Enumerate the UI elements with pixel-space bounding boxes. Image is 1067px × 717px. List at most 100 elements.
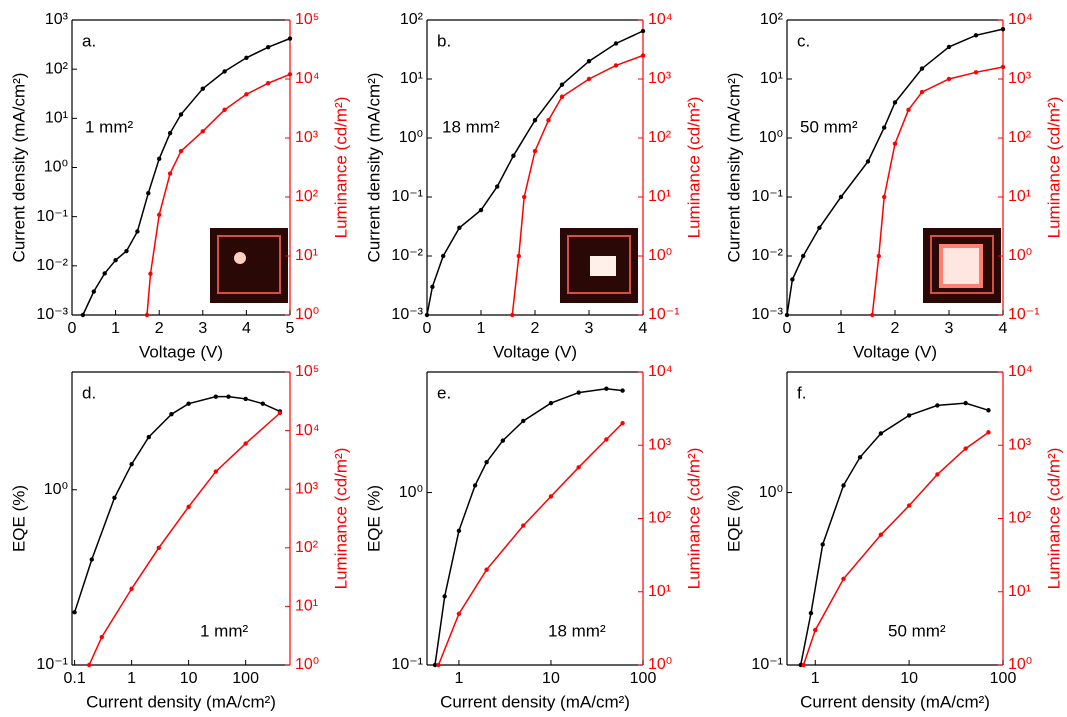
data-point <box>790 277 795 282</box>
y-tick-label: 10⁰ <box>759 484 783 501</box>
data-point <box>604 386 609 391</box>
y2-tick-label: 10³ <box>648 436 672 453</box>
y2-tick-label: 10¹ <box>295 247 318 264</box>
data-point <box>510 312 515 318</box>
y2-tick-label: 10⁴ <box>295 422 320 439</box>
y2-tick-label: 10¹ <box>648 188 671 205</box>
data-point <box>801 253 806 259</box>
data-point <box>167 171 173 176</box>
y-tick-label: 10³ <box>45 11 69 28</box>
data-point <box>604 437 609 442</box>
x-tick-label: 3 <box>945 320 954 337</box>
inset-frame <box>567 235 631 294</box>
data-point <box>1000 64 1006 70</box>
y-tick-label: 10¹ <box>45 110 68 127</box>
y2-axis-title: Luminance (cd/m²) <box>1044 448 1063 590</box>
annotation: 18 mm² <box>442 117 500 136</box>
panel-label: b. <box>437 31 451 50</box>
data-point <box>892 141 898 146</box>
data-point <box>456 611 462 617</box>
x-tick-label: 10 <box>180 670 198 687</box>
y2-tick-label: 10³ <box>295 129 319 146</box>
y-tick-label: 10¹ <box>760 70 783 87</box>
data-point <box>586 59 592 64</box>
inset-spot <box>590 256 616 276</box>
data-point <box>620 388 625 393</box>
annotation: 1 mm² <box>85 117 134 136</box>
y2-tick-label: 10² <box>1008 510 1032 527</box>
y-tick-label: 10⁰ <box>399 484 423 501</box>
data-point <box>841 576 846 582</box>
x-tick-label: 10 <box>900 670 918 687</box>
data-point <box>146 191 151 196</box>
data-line <box>799 402 989 666</box>
data-point <box>102 271 107 276</box>
panel: 0 1 2 3 4 10⁻³ 10⁻² 10⁻¹ 10⁰ 10¹ 10² 10⁻¹ 10⁰ 10¹ 10² 1… <box>724 11 1063 361</box>
data-point <box>129 461 134 467</box>
data-point <box>892 100 898 105</box>
data-point <box>973 70 979 75</box>
panel: 1 10 100 10⁻¹ 10⁰ 10⁰ 10¹ 10² 10³ 10⁴ Current dens… <box>364 363 703 711</box>
y2-tick-label: 10⁴ <box>295 70 320 87</box>
data-point <box>882 194 887 200</box>
x-tick-label: 1 <box>811 670 820 687</box>
data-point <box>287 36 293 41</box>
y2-axis-title: Luminance (cd/m²) <box>684 448 703 590</box>
data-line <box>437 422 624 666</box>
data-point <box>882 125 887 130</box>
data-point <box>973 33 979 38</box>
data-point <box>784 312 790 318</box>
y2-tick-label: 10² <box>648 510 672 527</box>
data-point <box>144 312 150 318</box>
data-point <box>436 662 441 668</box>
data-point <box>946 76 952 82</box>
data-point <box>532 118 538 123</box>
x-tick-label: 1 <box>477 320 486 337</box>
x-tick-label: 4 <box>639 320 648 337</box>
data-point <box>640 53 646 58</box>
data-point <box>559 82 565 87</box>
y2-tick-label: 10⁴ <box>648 363 673 380</box>
data-point <box>80 312 86 318</box>
x-tick-label: 100 <box>232 670 259 687</box>
data-point <box>613 63 619 68</box>
y2-tick-label: 10¹ <box>1008 583 1031 600</box>
data-point <box>124 248 129 254</box>
data-point <box>146 434 151 440</box>
data-point <box>478 207 484 213</box>
y-tick-label: 10⁰ <box>44 159 68 176</box>
data-point <box>157 212 162 217</box>
data-point <box>906 413 912 418</box>
data-point <box>838 194 844 200</box>
x-axis-title: Current density (mA/cm²) <box>440 692 630 711</box>
y-tick-label: 10⁰ <box>399 129 423 146</box>
data-point <box>260 401 265 406</box>
y2-tick-label: 10⁴ <box>1008 363 1033 380</box>
data-point <box>876 253 881 259</box>
inset-spot <box>234 252 246 264</box>
data-point <box>620 420 625 426</box>
data-point <box>222 69 227 74</box>
y2-axis-title: Luminance (cd/m²) <box>331 448 350 590</box>
data-point <box>820 542 825 547</box>
y-axis-title: EQE (%) <box>364 485 383 552</box>
data-line <box>146 73 291 316</box>
data-point <box>870 312 875 318</box>
x-tick-label: 2 <box>155 320 164 337</box>
data-point <box>200 129 205 134</box>
data-point <box>156 545 162 550</box>
data-point <box>424 312 430 318</box>
data-point <box>213 469 219 474</box>
y2-tick-label: 10⁰ <box>648 247 672 264</box>
y-tick-label: 10² <box>45 60 69 77</box>
data-point <box>442 594 447 599</box>
x-tick-label: 1 <box>837 320 846 337</box>
panel: 0 1 2 3 4 5 10⁻³ 10⁻² 10⁻¹ 10⁰ 10¹ 10² 10³ 10⁰ 10¹ 10² 1… <box>9 11 350 361</box>
x-tick-label: 0 <box>423 320 432 337</box>
data-point <box>521 418 526 424</box>
data-point <box>935 472 940 477</box>
data-point <box>287 72 293 77</box>
data-point <box>484 567 489 572</box>
data-point <box>213 394 219 399</box>
y2-tick-label: 10² <box>295 539 319 556</box>
